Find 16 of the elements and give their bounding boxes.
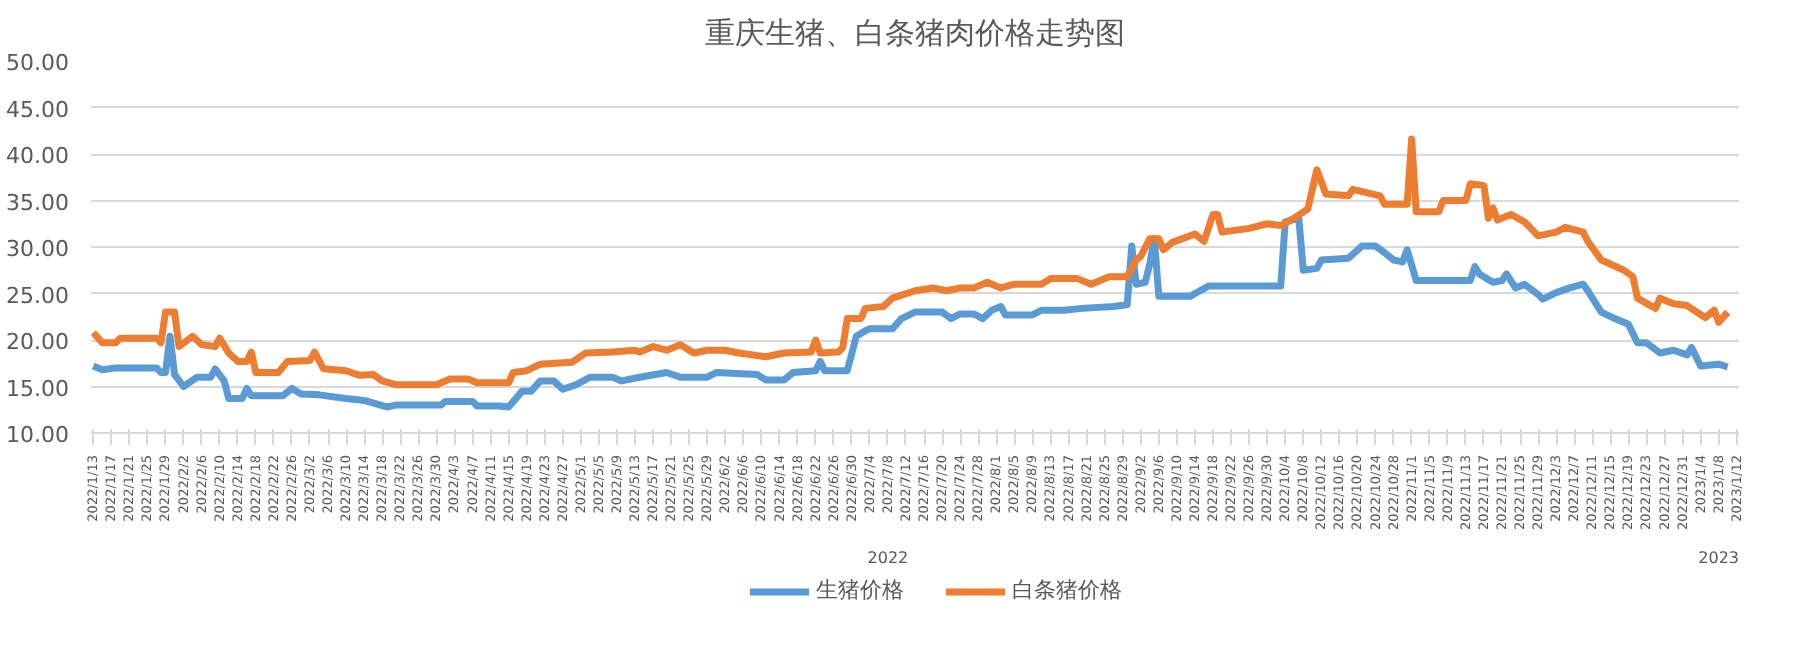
line-series (91, 135, 1732, 389)
y-tick-label: 10.00 (6, 422, 70, 448)
chart-title: 重庆生猪、白条猪肉价格走势图 (705, 15, 1125, 51)
y-tick-label: 45.00 (6, 96, 70, 123)
y-tick-label: 50.00 (6, 50, 70, 76)
y-tick-label: 30.00 (6, 236, 70, 262)
y-tick-label: 15.00 (6, 375, 70, 402)
legend-label: 生猪价格 (816, 575, 904, 605)
legend-label: 白条猪价格 (1012, 575, 1122, 605)
y-tick-label: 35.00 (6, 189, 70, 216)
text: 2022 (867, 549, 909, 567)
line-series (91, 214, 1732, 411)
text: 2023 (1698, 549, 1740, 567)
y-tick-label: 40.00 (6, 143, 70, 169)
y-tick-label: 20.00 (6, 329, 70, 355)
y-tick-label: 25.00 (6, 282, 70, 309)
